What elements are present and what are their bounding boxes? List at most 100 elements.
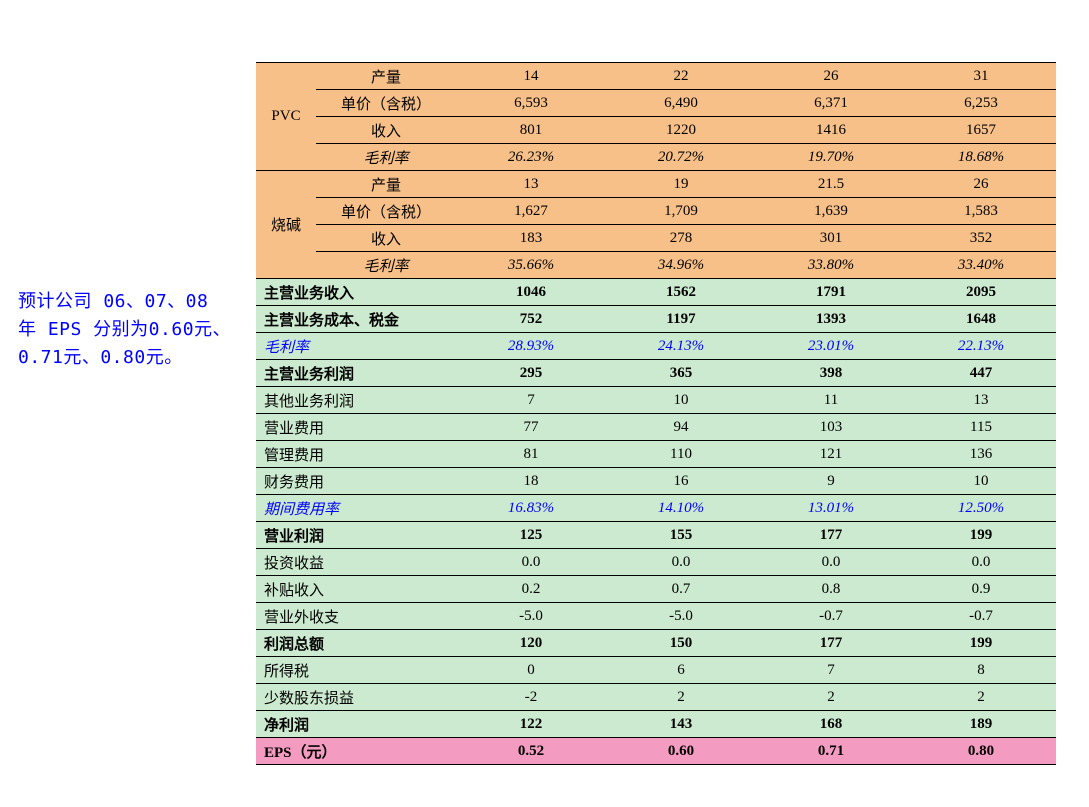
value-cell: 177 [756, 630, 906, 657]
table-row: 毛利率28.93%24.13%23.01%22.13% [256, 333, 1056, 360]
table-row: 净利润122143168189 [256, 711, 1056, 738]
value-cell: 0.2 [456, 576, 606, 603]
row-label: 主营业务成本、税金 [256, 306, 456, 333]
value-cell: 155 [606, 522, 756, 549]
table-row: 营业利润125155177199 [256, 522, 1056, 549]
value-cell: 1,639 [756, 198, 906, 225]
value-cell: 8 [906, 657, 1056, 684]
value-cell: 177 [756, 522, 906, 549]
value-cell: 2 [606, 684, 756, 711]
table-row: 主营业务利润295365398447 [256, 360, 1056, 387]
value-cell: 16.83% [456, 495, 606, 522]
table-row: 所得税0678 [256, 657, 1056, 684]
value-cell: 10 [906, 468, 1056, 495]
value-cell: 136 [906, 441, 1056, 468]
value-cell: 0.9 [906, 576, 1056, 603]
table-row: 利润总额120150177199 [256, 630, 1056, 657]
value-cell: 10 [606, 387, 756, 414]
value-cell: 81 [456, 441, 606, 468]
row-label: 补贴收入 [256, 576, 456, 603]
value-cell: 0.60 [606, 738, 756, 765]
side-commentary: 预计公司 06、07、08 年 EPS 分别为0.60元、0.71元、0.80元… [18, 288, 238, 372]
financial-table-container: PVC产量14222631单价（含税）6,5936,4906,3716,253收… [256, 62, 1056, 765]
value-cell: 31 [906, 63, 1056, 90]
value-cell: 398 [756, 360, 906, 387]
row-label: 单价（含税） [316, 198, 456, 225]
value-cell: 183 [456, 225, 606, 252]
value-cell: 801 [456, 117, 606, 144]
value-cell: 1,709 [606, 198, 756, 225]
value-cell: 33.80% [756, 252, 906, 279]
value-cell: 0.0 [606, 549, 756, 576]
value-cell: 9 [756, 468, 906, 495]
row-label: 单价（含税） [316, 90, 456, 117]
value-cell: 189 [906, 711, 1056, 738]
value-cell: 0.7 [606, 576, 756, 603]
row-label: 毛利率 [316, 144, 456, 171]
value-cell: -5.0 [606, 603, 756, 630]
value-cell: 168 [756, 711, 906, 738]
row-label: 收入 [316, 117, 456, 144]
value-cell: 20.72% [606, 144, 756, 171]
value-cell: 21.5 [756, 171, 906, 198]
value-cell: 34.96% [606, 252, 756, 279]
row-label: 主营业务利润 [256, 360, 456, 387]
table-row: 单价（含税）6,5936,4906,3716,253 [256, 90, 1056, 117]
value-cell: 6,371 [756, 90, 906, 117]
value-cell: 2 [906, 684, 1056, 711]
value-cell: 1791 [756, 279, 906, 306]
value-cell: 23.01% [756, 333, 906, 360]
value-cell: 1,583 [906, 198, 1056, 225]
value-cell: 0.8 [756, 576, 906, 603]
value-cell: 1393 [756, 306, 906, 333]
row-label: 营业外收支 [256, 603, 456, 630]
row-label: 所得税 [256, 657, 456, 684]
row-label: 期间费用率 [256, 495, 456, 522]
table-row: 烧碱产量131921.526 [256, 171, 1056, 198]
row-label: 产量 [316, 63, 456, 90]
value-cell: 103 [756, 414, 906, 441]
value-cell: 18.68% [906, 144, 1056, 171]
value-cell: 18 [456, 468, 606, 495]
row-label: 收入 [316, 225, 456, 252]
value-cell: 0.0 [756, 549, 906, 576]
value-cell: -0.7 [906, 603, 1056, 630]
value-cell: 26 [756, 63, 906, 90]
value-cell: 1220 [606, 117, 756, 144]
value-cell: -5.0 [456, 603, 606, 630]
value-cell: 24.13% [606, 333, 756, 360]
value-cell: 6 [606, 657, 756, 684]
value-cell: 12.50% [906, 495, 1056, 522]
value-cell: 352 [906, 225, 1056, 252]
value-cell: 13 [456, 171, 606, 198]
row-label: 少数股东损益 [256, 684, 456, 711]
value-cell: 110 [606, 441, 756, 468]
value-cell: 1197 [606, 306, 756, 333]
table-row: 管理费用81110121136 [256, 441, 1056, 468]
value-cell: 7 [756, 657, 906, 684]
table-row: 单价（含税）1,6271,7091,6391,583 [256, 198, 1056, 225]
table-row: 营业外收支-5.0-5.0-0.7-0.7 [256, 603, 1056, 630]
row-label: 净利润 [256, 711, 456, 738]
table-row: 补贴收入0.20.70.80.9 [256, 576, 1056, 603]
table-row: 主营业务成本、税金752119713931648 [256, 306, 1056, 333]
table-row: 毛利率26.23%20.72%19.70%18.68% [256, 144, 1056, 171]
value-cell: 14.10% [606, 495, 756, 522]
value-cell: 22.13% [906, 333, 1056, 360]
row-label: EPS（元） [256, 738, 456, 765]
value-cell: 752 [456, 306, 606, 333]
row-label: 财务费用 [256, 468, 456, 495]
value-cell: 0 [456, 657, 606, 684]
value-cell: 19.70% [756, 144, 906, 171]
value-cell: 115 [906, 414, 1056, 441]
value-cell: 121 [756, 441, 906, 468]
value-cell: -0.7 [756, 603, 906, 630]
value-cell: 1046 [456, 279, 606, 306]
section-name-cell: PVC [256, 63, 316, 171]
value-cell: 16 [606, 468, 756, 495]
table-row: 收入801122014161657 [256, 117, 1056, 144]
value-cell: 14 [456, 63, 606, 90]
value-cell: 28.93% [456, 333, 606, 360]
table-row: 少数股东损益-2222 [256, 684, 1056, 711]
value-cell: 0.0 [456, 549, 606, 576]
